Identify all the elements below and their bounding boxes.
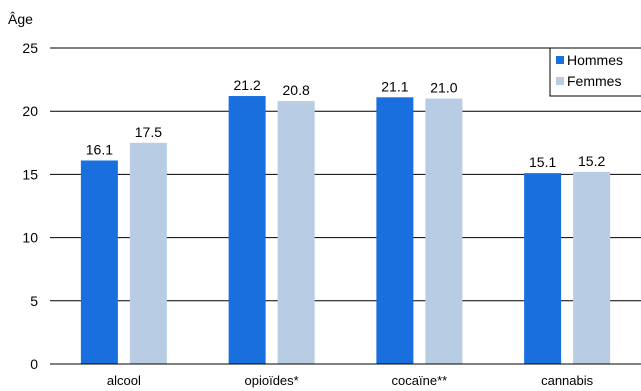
data-labels: 16.1 17.5 21.2 20.8 21.1 21.0 15.1 15.2 bbox=[86, 77, 606, 170]
x-category-label: alcool bbox=[107, 373, 141, 388]
y-axis-ticks: 0 5 10 15 20 25 bbox=[22, 40, 38, 372]
x-category-label: opioïdes* bbox=[245, 373, 299, 388]
bar-hommes bbox=[376, 97, 414, 365]
data-label: 21.2 bbox=[234, 77, 261, 93]
bar-hommes bbox=[80, 160, 118, 364]
bar-femmes bbox=[425, 98, 463, 364]
data-label: 21.1 bbox=[381, 78, 408, 94]
data-label: 20.8 bbox=[283, 82, 310, 98]
bar-hommes bbox=[228, 96, 266, 365]
legend-label: Femmes bbox=[567, 73, 621, 89]
data-label: 15.1 bbox=[529, 154, 556, 170]
bars bbox=[80, 96, 611, 365]
x-category-label: cannabis bbox=[541, 373, 594, 388]
bar-femmes bbox=[277, 101, 315, 364]
y-tick-label: 25 bbox=[22, 40, 38, 56]
y-tick-label: 0 bbox=[30, 356, 38, 372]
x-axis-categories: alcool opioïdes* cocaïne** cannabis bbox=[107, 373, 594, 388]
y-tick-label: 5 bbox=[30, 293, 38, 309]
legend-label: Hommes bbox=[567, 52, 623, 68]
legend-swatch bbox=[556, 77, 564, 85]
legend-swatch bbox=[556, 56, 564, 64]
bar-femmes bbox=[573, 171, 611, 364]
legend: Hommes Femmes bbox=[549, 47, 641, 97]
legend-box bbox=[549, 47, 641, 97]
y-axis-label: Âge bbox=[8, 11, 33, 27]
bar-hommes bbox=[524, 173, 562, 364]
bar-femmes bbox=[129, 142, 167, 364]
data-label: 17.5 bbox=[135, 124, 162, 140]
data-label: 21.0 bbox=[430, 80, 457, 96]
y-tick-label: 15 bbox=[22, 166, 38, 182]
x-category-label: cocaïne** bbox=[392, 373, 448, 388]
data-label: 15.2 bbox=[578, 153, 605, 169]
data-label: 16.1 bbox=[86, 141, 113, 157]
y-tick-label: 20 bbox=[22, 103, 38, 119]
y-tick-label: 10 bbox=[22, 230, 38, 246]
